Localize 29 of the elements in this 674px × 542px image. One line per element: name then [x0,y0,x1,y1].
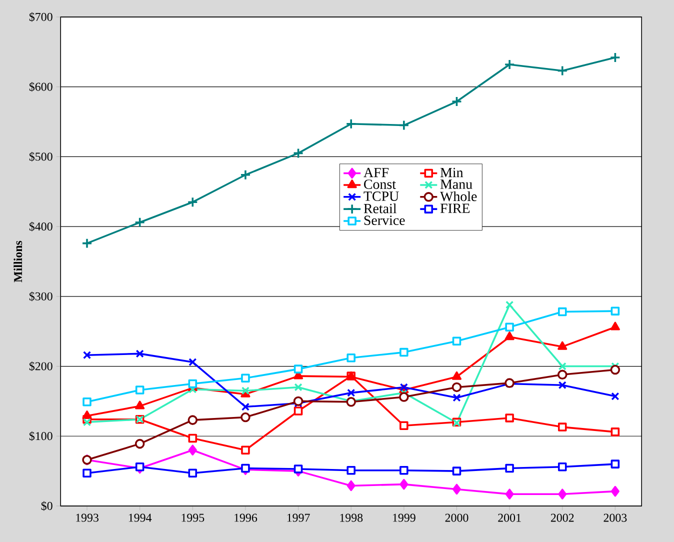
x-tick-label: 2000 [445,514,468,522]
x-tick-label: 2002 [550,514,574,522]
x-tick-label: 1996 [234,514,258,522]
x-tick-label: 1999 [393,514,416,522]
legend-label: TCPU [364,192,399,201]
legend-label: Const [364,180,396,189]
x-tick-label: 1993 [76,514,98,522]
legend-label: FIRE [440,204,470,213]
legend-label: Min [440,168,464,178]
legend-label: Whole [440,191,477,202]
x-tick-label: 2003 [604,514,627,522]
x-tick-label: 1995 [182,514,204,522]
y-tick-label: $600 [29,82,52,92]
y-tick-label: $300 [29,292,52,302]
x-tick-label: 1998 [340,514,363,522]
y-tick-label: $100 [29,431,52,441]
y-tick-label: $400 [29,222,52,232]
legend-label: Service [364,216,405,226]
x-tick-label: 2001 [498,514,521,522]
legend-label: AFF [364,168,389,178]
y-tick-label: $200 [29,361,52,372]
x-tick-label: 1994 [128,514,152,522]
y-tick-label: $700 [29,12,52,22]
legend-label: Manu [440,180,472,189]
x-tick-label: 1997 [287,514,310,522]
legend-label: Retail [364,203,396,214]
y-tick-label: $500 [29,152,52,162]
y-axis-title: Millions [14,240,22,282]
y-tick-label: $0 [41,501,52,511]
